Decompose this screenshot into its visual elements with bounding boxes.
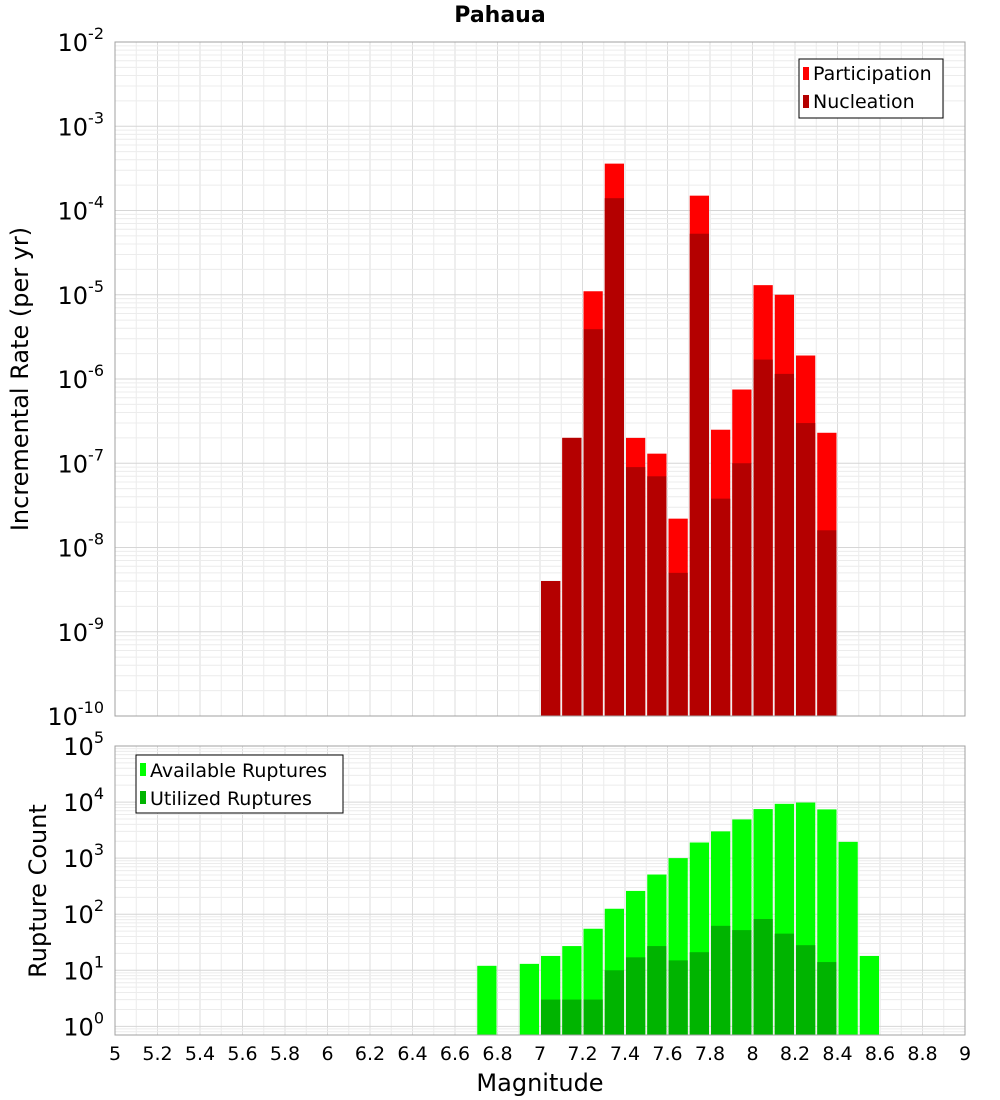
x-tick-label: 6.2 — [355, 1043, 385, 1065]
legend-label-utilized: Utilized Ruptures — [150, 788, 312, 810]
bar-utilized-ruptures — [732, 930, 752, 1035]
top-y-tick-label: 10-8 — [58, 530, 105, 563]
bottom-y-tick-label: 104 — [63, 784, 104, 817]
bottom-plot-border — [114, 745, 966, 1036]
bar-utilized-ruptures — [541, 999, 561, 1035]
top-y-tick-label: 10-10 — [47, 698, 104, 731]
bar-utilized-ruptures — [817, 962, 837, 1035]
top-y-tick-label: 10-4 — [58, 193, 105, 226]
x-tick-label: 8.4 — [822, 1043, 852, 1065]
x-tick-label: 5.8 — [270, 1043, 300, 1065]
bottom-y-axis-label: Rupture Count — [24, 804, 52, 978]
legend-label-available: Available Ruptures — [150, 760, 327, 782]
x-tick-label: 7.4 — [610, 1043, 640, 1065]
x-tick-label: 5.6 — [227, 1043, 257, 1065]
x-tick-label: 5 — [109, 1043, 121, 1065]
bar-nucleation — [774, 373, 794, 716]
bar-available-ruptures — [519, 963, 539, 1035]
top-bars — [541, 163, 837, 717]
top-y-tick-label: 10-3 — [58, 108, 105, 141]
bar-available-ruptures — [477, 965, 497, 1035]
bottom-y-tick-label: 100 — [63, 1008, 104, 1041]
bottom-y-tick-label: 105 — [63, 728, 104, 761]
bottom-y-tick-label: 103 — [63, 840, 104, 873]
bar-nucleation — [753, 359, 773, 716]
chart-title: Pahaua — [454, 3, 545, 28]
bottom-y-tick-labels: 100 101 102 103 104 105 — [63, 728, 104, 1041]
x-tick-label: 8 — [746, 1043, 758, 1065]
x-tick-label: 6 — [321, 1043, 333, 1065]
bottom-bars — [477, 802, 879, 1035]
bar-nucleation — [796, 423, 816, 716]
top-grid — [114, 42, 966, 717]
bar-utilized-ruptures — [583, 999, 603, 1035]
x-tick-label: 6.8 — [482, 1043, 512, 1065]
bar-available-ruptures — [859, 955, 879, 1035]
x-tick-label: 7 — [534, 1043, 546, 1065]
top-plot-border — [114, 41, 966, 717]
legend-swatch-nucleation — [803, 95, 809, 108]
top-y-axis-label: Incremental Rate (per yr) — [6, 227, 34, 531]
rupture-count-panel: 100 101 102 103 104 105 5 5.2 5.4 5.6 5.8 6 6.2 6.4 6… — [24, 728, 971, 1097]
top-y-tick-label: 10-9 — [58, 614, 105, 647]
bar-nucleation — [562, 437, 582, 716]
bar-nucleation — [668, 572, 688, 716]
x-tick-label: 8.8 — [907, 1043, 937, 1065]
top-y-tick-label: 10-5 — [58, 277, 105, 310]
x-tick-label: 8.2 — [780, 1043, 810, 1065]
bar-utilized-ruptures — [626, 957, 646, 1035]
top-legend-box — [798, 58, 944, 119]
x-tick-label: 6.4 — [397, 1043, 427, 1065]
x-tick-label: 7.2 — [567, 1043, 597, 1065]
x-axis-label: Magnitude — [476, 1069, 603, 1097]
bar-nucleation — [817, 530, 837, 716]
x-tick-label: 7.6 — [652, 1043, 682, 1065]
x-tick-label: 8.6 — [865, 1043, 895, 1065]
legend-swatch-participation — [803, 67, 809, 80]
bar-utilized-ruptures — [647, 946, 667, 1035]
bar-utilized-ruptures — [753, 919, 773, 1035]
bar-utilized-ruptures — [774, 933, 794, 1035]
legend-swatch-available — [140, 763, 146, 776]
bar-utilized-ruptures — [604, 970, 624, 1035]
bottom-grid — [114, 746, 966, 1036]
top-y-tick-labels: 10-10 10-9 10-8 10-7 10-6 10-5 10-4 10-3 10-2 — [47, 24, 104, 731]
bar-available-ruptures — [838, 841, 858, 1035]
bottom-legend-box — [135, 754, 344, 814]
bar-nucleation — [583, 329, 603, 716]
bar-utilized-ruptures — [562, 999, 582, 1035]
bar-utilized-ruptures — [689, 952, 709, 1035]
bar-utilized-ruptures — [796, 945, 816, 1035]
top-legend: Participation Nucleation — [798, 58, 944, 119]
bar-nucleation — [711, 498, 731, 716]
bottom-y-tick-label: 101 — [63, 952, 104, 985]
legend-swatch-utilized — [140, 791, 146, 804]
top-y-tick-label: 10-2 — [58, 24, 105, 57]
x-tick-label: 6.6 — [440, 1043, 470, 1065]
x-tick-label: 5.4 — [185, 1043, 215, 1065]
top-y-tick-label: 10-6 — [58, 361, 105, 394]
bottom-legend: Available Ruptures Utilized Ruptures — [135, 754, 344, 814]
bar-utilized-ruptures — [668, 960, 688, 1035]
x-tick-label: 7.8 — [695, 1043, 725, 1065]
top-y-tick-label: 10-7 — [58, 445, 105, 478]
bar-nucleation — [541, 581, 561, 716]
bar-utilized-ruptures — [711, 925, 731, 1035]
bar-nucleation — [626, 467, 646, 716]
bar-nucleation — [647, 476, 667, 716]
legend-label-nucleation: Nucleation — [813, 91, 915, 113]
bottom-y-tick-label: 102 — [63, 896, 104, 929]
bar-nucleation — [604, 198, 624, 716]
x-tick-label: 5.2 — [142, 1043, 172, 1065]
bar-nucleation — [689, 233, 709, 717]
legend-label-participation: Participation — [813, 63, 932, 85]
x-tick-labels: 5 5.2 5.4 5.6 5.8 6 6.2 6.4 6.6 6.8 7 7.2 7.4 7.6 7.8 8… — [109, 1043, 971, 1065]
x-tick-label: 9 — [959, 1043, 971, 1065]
incremental-rate-panel: 10-10 10-9 10-8 10-7 10-6 10-5 10-4 10-3 10-2 In… — [6, 24, 966, 731]
bar-nucleation — [732, 463, 752, 716]
